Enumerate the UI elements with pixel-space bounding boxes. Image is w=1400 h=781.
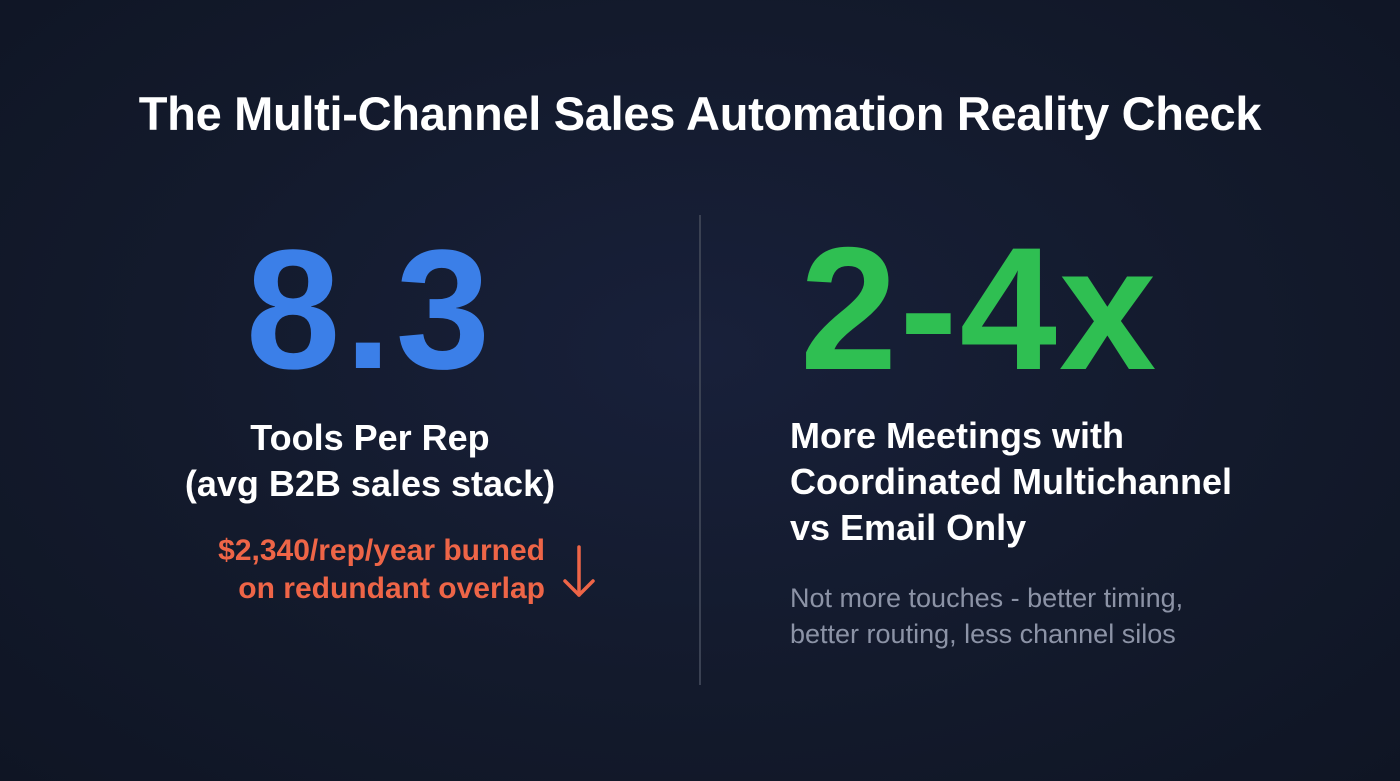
more-meetings-label: More Meetings with Coordinated Multichan… bbox=[790, 413, 1350, 551]
more-meetings-stat: 2-4x bbox=[800, 212, 1159, 407]
more-meetings-note-line1: Not more touches - better timing, bbox=[790, 583, 1184, 613]
tools-per-rep-label-line2: (avg B2B sales stack) bbox=[184, 463, 556, 504]
cost-callout: $2,340/rep/year burned on redundant over… bbox=[100, 532, 545, 608]
tools-per-rep-stat: 8.3 bbox=[245, 215, 495, 405]
more-meetings-note: Not more touches - better timing, better… bbox=[790, 580, 1350, 652]
center-divider bbox=[699, 215, 701, 685]
tools-per-rep-label-line1: Tools Per Rep bbox=[250, 417, 490, 458]
more-meetings-label-line2: Coordinated Multichannel bbox=[790, 461, 1233, 502]
more-meetings-label-line1: More Meetings with bbox=[790, 415, 1125, 456]
arrow-down-icon bbox=[563, 545, 595, 597]
cost-callout-line2: on redundant overlap bbox=[238, 572, 545, 605]
more-meetings-label-line3: vs Email Only bbox=[790, 507, 1027, 548]
more-meetings-note-line2: better routing, less channel silos bbox=[790, 619, 1176, 649]
tools-per-rep-label: Tools Per Rep (avg B2B sales stack) bbox=[90, 415, 650, 507]
cost-callout-line1: $2,340/rep/year burned bbox=[218, 534, 545, 567]
page-title: The Multi-Channel Sales Automation Reali… bbox=[138, 87, 1262, 140]
